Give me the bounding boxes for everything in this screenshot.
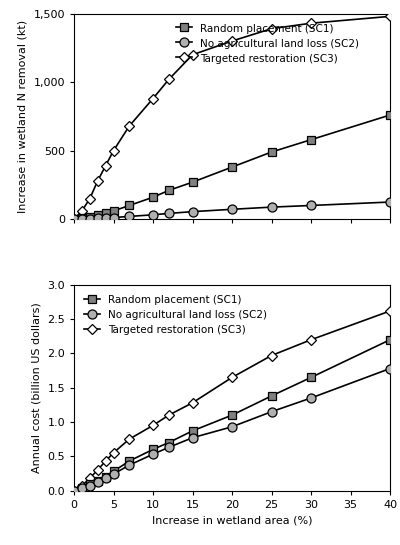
Random placement (SC1) bbox=[103, 474, 108, 480]
No agricultural land loss (SC2) bbox=[72, 216, 76, 222]
Random placement (SC1) bbox=[151, 446, 156, 453]
Targeted restoration (SC3) bbox=[80, 208, 84, 214]
Targeted restoration (SC3) bbox=[230, 374, 234, 381]
Y-axis label: Increase in wetland N removal (kt): Increase in wetland N removal (kt) bbox=[18, 20, 28, 213]
No agricultural land loss (SC2) bbox=[103, 215, 108, 221]
Targeted restoration (SC3) bbox=[230, 38, 234, 44]
Targeted restoration (SC3) bbox=[103, 458, 108, 464]
Targeted restoration (SC3) bbox=[72, 216, 76, 222]
Random placement (SC1) bbox=[269, 393, 274, 399]
X-axis label: Increase in wetland area (%): Increase in wetland area (%) bbox=[152, 515, 312, 525]
No agricultural land loss (SC2) bbox=[190, 208, 195, 215]
Random placement (SC1) bbox=[388, 336, 392, 343]
No agricultural land loss (SC2) bbox=[127, 462, 132, 468]
Targeted restoration (SC3) bbox=[103, 162, 108, 169]
Random placement (SC1) bbox=[72, 487, 76, 494]
Random placement (SC1) bbox=[166, 187, 171, 193]
Targeted restoration (SC3) bbox=[72, 487, 76, 494]
Line: Random placement (SC1): Random placement (SC1) bbox=[70, 111, 394, 223]
Random placement (SC1) bbox=[230, 412, 234, 419]
Targeted restoration (SC3) bbox=[127, 123, 132, 129]
Random placement (SC1) bbox=[388, 112, 392, 118]
Random placement (SC1) bbox=[111, 468, 116, 475]
No agricultural land loss (SC2) bbox=[103, 475, 108, 481]
Random placement (SC1) bbox=[127, 202, 132, 209]
Targeted restoration (SC3) bbox=[95, 467, 100, 473]
No agricultural land loss (SC2) bbox=[88, 215, 92, 222]
Random placement (SC1) bbox=[309, 374, 314, 381]
No agricultural land loss (SC2) bbox=[166, 444, 171, 451]
Random placement (SC1) bbox=[127, 458, 132, 464]
Random placement (SC1) bbox=[190, 428, 195, 434]
Legend: Random placement (SC1), No agricultural land loss (SC2), Targeted restoration (S: Random placement (SC1), No agricultural … bbox=[174, 21, 361, 66]
No agricultural land loss (SC2) bbox=[111, 214, 116, 221]
Targeted restoration (SC3) bbox=[127, 436, 132, 443]
No agricultural land loss (SC2) bbox=[72, 487, 76, 494]
No agricultural land loss (SC2) bbox=[309, 395, 314, 401]
Random placement (SC1) bbox=[166, 439, 171, 446]
Random placement (SC1) bbox=[72, 216, 76, 222]
No agricultural land loss (SC2) bbox=[230, 423, 234, 430]
Random placement (SC1) bbox=[151, 194, 156, 201]
Random placement (SC1) bbox=[88, 214, 92, 220]
No agricultural land loss (SC2) bbox=[388, 365, 392, 372]
Targeted restoration (SC3) bbox=[80, 482, 84, 489]
Random placement (SC1) bbox=[230, 164, 234, 171]
Random placement (SC1) bbox=[190, 179, 195, 185]
Targeted restoration (SC3) bbox=[95, 178, 100, 184]
Targeted restoration (SC3) bbox=[166, 76, 171, 83]
No agricultural land loss (SC2) bbox=[309, 202, 314, 209]
Targeted restoration (SC3) bbox=[309, 20, 314, 27]
No agricultural land loss (SC2) bbox=[269, 408, 274, 415]
Targeted restoration (SC3) bbox=[269, 352, 274, 359]
No agricultural land loss (SC2) bbox=[80, 216, 84, 222]
No agricultural land loss (SC2) bbox=[95, 479, 100, 486]
Random placement (SC1) bbox=[269, 149, 274, 155]
Line: Random placement (SC1): Random placement (SC1) bbox=[70, 336, 394, 494]
Targeted restoration (SC3) bbox=[111, 147, 116, 154]
Targeted restoration (SC3) bbox=[88, 475, 92, 481]
Targeted restoration (SC3) bbox=[166, 412, 171, 419]
Y-axis label: Annual cost (billion US dollars): Annual cost (billion US dollars) bbox=[32, 302, 42, 473]
Line: No agricultural land loss (SC2): No agricultural land loss (SC2) bbox=[70, 197, 394, 223]
Targeted restoration (SC3) bbox=[190, 51, 195, 58]
No agricultural land loss (SC2) bbox=[95, 215, 100, 222]
No agricultural land loss (SC2) bbox=[151, 211, 156, 218]
No agricultural land loss (SC2) bbox=[151, 451, 156, 457]
No agricultural land loss (SC2) bbox=[111, 471, 116, 477]
Targeted restoration (SC3) bbox=[190, 399, 195, 406]
Line: Targeted restoration (SC3): Targeted restoration (SC3) bbox=[70, 13, 394, 223]
Random placement (SC1) bbox=[80, 215, 84, 221]
Targeted restoration (SC3) bbox=[309, 336, 314, 343]
Targeted restoration (SC3) bbox=[269, 26, 274, 32]
Random placement (SC1) bbox=[103, 210, 108, 216]
No agricultural land loss (SC2) bbox=[127, 213, 132, 220]
No agricultural land loss (SC2) bbox=[80, 485, 84, 492]
Targeted restoration (SC3) bbox=[88, 195, 92, 202]
No agricultural land loss (SC2) bbox=[388, 199, 392, 205]
Random placement (SC1) bbox=[80, 485, 84, 491]
No agricultural land loss (SC2) bbox=[269, 204, 274, 210]
Random placement (SC1) bbox=[111, 208, 116, 214]
Line: Targeted restoration (SC3): Targeted restoration (SC3) bbox=[70, 307, 394, 494]
No agricultural land loss (SC2) bbox=[88, 482, 92, 489]
Targeted restoration (SC3) bbox=[111, 450, 116, 456]
Random placement (SC1) bbox=[88, 481, 92, 488]
Random placement (SC1) bbox=[309, 136, 314, 143]
Legend: Random placement (SC1), No agricultural land loss (SC2), Targeted restoration (S: Random placement (SC1), No agricultural … bbox=[82, 292, 270, 337]
Random placement (SC1) bbox=[95, 477, 100, 484]
Targeted restoration (SC3) bbox=[388, 308, 392, 314]
Line: No agricultural land loss (SC2): No agricultural land loss (SC2) bbox=[70, 364, 394, 495]
No agricultural land loss (SC2) bbox=[166, 210, 171, 217]
No agricultural land loss (SC2) bbox=[230, 206, 234, 213]
No agricultural land loss (SC2) bbox=[190, 434, 195, 441]
Targeted restoration (SC3) bbox=[388, 13, 392, 20]
Random placement (SC1) bbox=[95, 212, 100, 219]
Targeted restoration (SC3) bbox=[151, 95, 156, 102]
Targeted restoration (SC3) bbox=[151, 422, 156, 429]
